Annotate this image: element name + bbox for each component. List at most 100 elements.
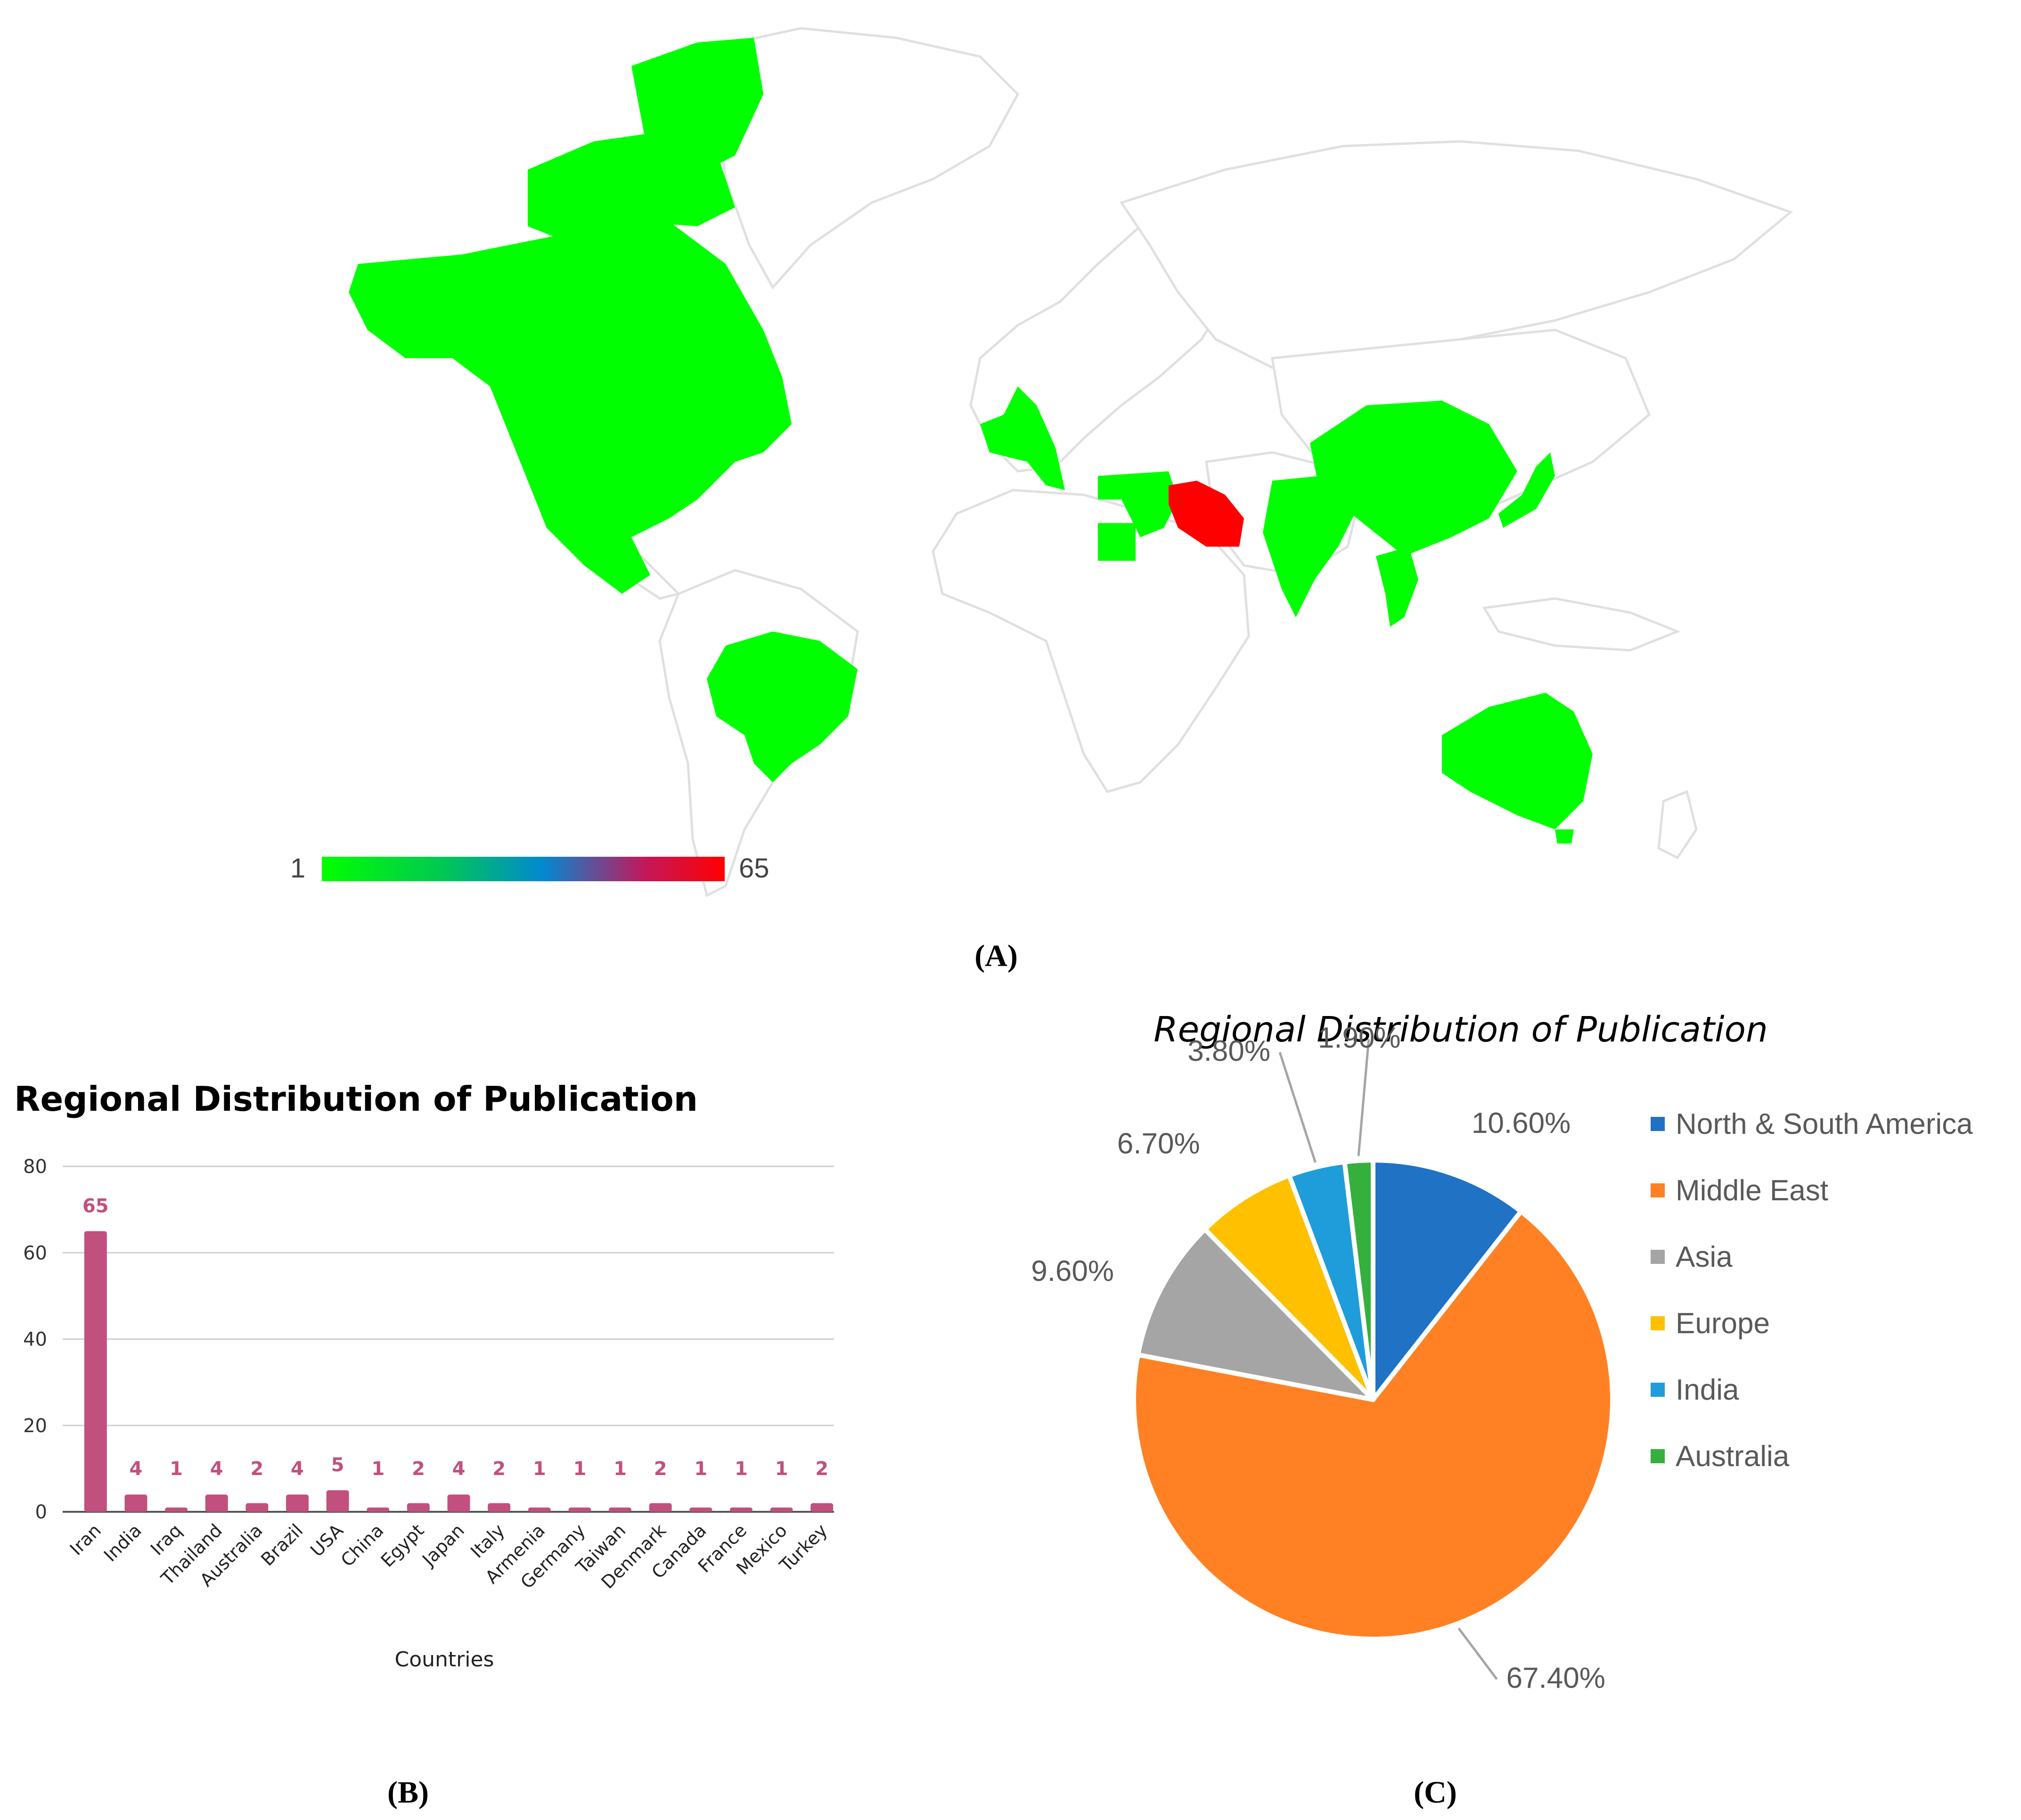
bar-value-label: 4 [210,1458,223,1480]
bar-germany [568,1507,591,1512]
bar-y-tick-label: 60 [23,1242,47,1264]
legend-label: India [1676,1374,1739,1406]
pie-slice-middle-east [1131,1209,1615,1641]
pie-slice-europe [1203,1173,1375,1402]
legend-swatch [1651,1383,1665,1397]
map-country-japan [1498,452,1555,528]
map-country-australia [1442,693,1593,829]
bar-taiwan [609,1507,632,1512]
bar-china [367,1507,390,1512]
bar-value-label: 1 [371,1458,385,1480]
pie-data-label: 67.40% [1506,1662,1605,1694]
panel-label-c: (C) [1414,1775,1457,1810]
bar-x-tick-label: Egypt [377,1520,428,1571]
map-country-egypt [1098,523,1136,561]
legend-label: Middle East [1676,1174,1828,1207]
pie-chart-title: Regional Distribution of Publication [1154,1009,1768,1050]
bar-value-label: 2 [815,1458,828,1480]
map-country-europe [980,386,1065,490]
legend-swatch [1651,1449,1665,1463]
bar-value-label: 4 [130,1458,143,1480]
legend-swatch [1651,1117,1665,1131]
pie-leader-line [1357,1039,1370,1156]
bar-value-label: 4 [291,1458,304,1480]
bar-iran [84,1231,107,1512]
bar-usa [326,1490,349,1512]
bar-chart-bars [84,1231,834,1512]
bar-x-tick-label: Japan [417,1520,468,1570]
bar-value-label: 4 [452,1458,466,1480]
bar-brazil [286,1494,309,1512]
bar-y-tick-label: 20 [23,1415,47,1437]
legend-swatch [1651,1250,1665,1264]
bar-france [729,1507,753,1512]
pie-chart: Regional Distribution of Publication 10.… [1031,1009,1973,1694]
bar-value-label: 65 [82,1195,109,1217]
bar-thailand [205,1494,228,1512]
map-country-brazil [707,631,858,782]
bar-value-label: 1 [694,1458,707,1480]
bar-italy [488,1503,511,1512]
map-country-greenland [631,38,763,179]
map-highlighted-countries [349,38,1593,844]
map-scale-min-label: 1 [290,853,305,884]
bar-armenia [528,1507,551,1512]
map-country-india [1263,476,1357,617]
map-country-china [1310,401,1517,556]
bar-canada [689,1507,712,1512]
bar-value-label: 2 [654,1458,667,1480]
russia-outline [1120,140,1793,369]
pie-data-label: 10.60% [1472,1107,1571,1140]
indonesia-outline [1482,597,1681,652]
pie-chart-data-labels: 10.60% 67.40% 9.60% 6.70% 3.80% 1.90% [1031,1022,1605,1694]
map-scale-gradient-bar [322,857,725,881]
pie-data-label: 6.70% [1117,1128,1200,1160]
legend-label: Europe [1676,1307,1770,1340]
greenland-outline [715,27,1020,290]
bar-mexico [770,1507,793,1512]
bar-chart: Regional Distribution of Publication 020… [14,1079,834,1672]
legend-label: North & South America [1676,1108,1973,1140]
bar-japan [447,1494,470,1512]
map-country-north-america [349,207,792,594]
bar-chart-x-axis-title: Countries [395,1648,494,1672]
bar-x-tick-label: India [100,1520,146,1566]
map-country-thailand [1376,547,1418,627]
bar-value-label: 1 [533,1458,546,1480]
legend-label: Australia [1676,1440,1790,1473]
pie-slice-australia [1342,1158,1375,1402]
legend-swatch [1651,1183,1665,1197]
panel-label-b: (B) [387,1775,429,1810]
bar-value-label: 1 [775,1458,788,1480]
map-country-iran [1169,481,1244,547]
bar-denmark [649,1503,672,1512]
pie-chart-legend: North & South America Middle East Asia Euro… [1651,1108,1973,1473]
bar-value-label: 2 [492,1458,506,1480]
map-scale-max-label: 65 [739,853,769,884]
world-map: 1 65 [290,27,1793,897]
pie-data-label: 3.80% [1187,1035,1270,1067]
bar-y-tick-label: 0 [35,1501,47,1523]
bar-iraq [165,1507,188,1512]
pie-slice-north-south-america [1371,1158,1523,1402]
bar-y-tick-label: 40 [23,1329,47,1351]
legend-label: Asia [1676,1241,1733,1273]
map-country-turkey-iraq [1098,471,1178,537]
bar-value-label: 2 [412,1458,425,1480]
bar-chart-y-axis: 0 20 40 60 80 [23,1156,47,1523]
pie-data-label: 9.60% [1031,1255,1114,1287]
map-color-scale: 1 65 [290,853,769,884]
bar-y-tick-label: 80 [23,1156,47,1178]
pie-slice-asia [1136,1227,1375,1402]
bar-x-tick-label: China [337,1520,388,1571]
bar-value-label: 2 [250,1458,263,1480]
pie-data-label: 1.90% [1318,1022,1401,1054]
bar-x-tick-label: Iran [66,1520,106,1559]
pie-chart-leader-lines [1278,1039,1498,1680]
bar-value-label: 5 [331,1454,344,1476]
bar-egypt [407,1503,430,1512]
pie-chart-slices [1131,1158,1615,1641]
pie-leader-line [1457,1627,1498,1680]
